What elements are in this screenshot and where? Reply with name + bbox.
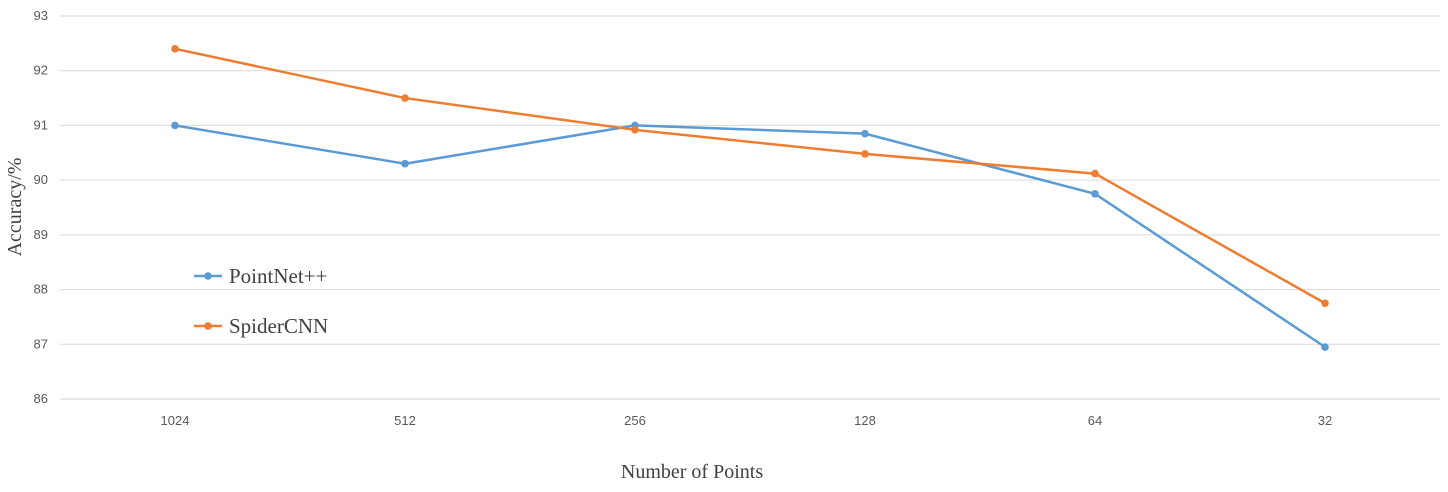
y-tick-label: 89 [34,227,48,242]
y-tick-label: 91 [34,117,48,132]
y-tick-label: 90 [34,172,48,187]
y-axis-ticks: 86 87 88 89 90 91 92 93 [34,8,48,406]
data-point [1091,190,1099,198]
legend-marker [204,322,212,330]
x-tick-label: 256 [624,413,646,428]
series-lines [171,45,1329,351]
data-point [1321,343,1329,351]
data-point [401,94,409,102]
series-0 [171,121,1329,351]
x-tick-label: 1024 [161,413,190,428]
gridlines [60,15,1440,400]
legend-item: SpiderCNN [194,314,328,338]
data-point [631,126,639,134]
data-point [171,121,179,130]
x-axis-ticks: 1024 512 256 128 64 32 [161,413,1333,428]
y-tick-label: 92 [34,63,48,78]
legend-label: SpiderCNN [229,314,328,338]
y-tick-label: 88 [34,282,48,297]
series-line [173,124,1327,349]
y-tick-label: 87 [34,336,48,351]
series-line [173,47,1327,305]
data-point [401,159,409,168]
x-tick-label: 512 [394,413,416,428]
data-point [1091,169,1099,178]
data-point [171,45,179,53]
legend: PointNet++ SpiderCNN [194,264,328,338]
x-tick-label: 64 [1088,413,1102,428]
y-axis-title: Accuracy/% [4,158,26,257]
data-point [861,150,869,158]
x-tick-label: 32 [1318,413,1332,428]
y-tick-label: 93 [34,8,48,23]
y-tick-label: 86 [34,391,48,406]
legend-marker [204,272,212,280]
legend-item: PointNet++ [194,264,327,288]
series-1 [171,45,1329,308]
data-point [861,129,869,138]
x-tick-label: 128 [854,413,876,428]
legend-label: PointNet++ [229,264,327,288]
x-axis-title: Number of Points [621,461,763,483]
data-point [1321,299,1329,308]
